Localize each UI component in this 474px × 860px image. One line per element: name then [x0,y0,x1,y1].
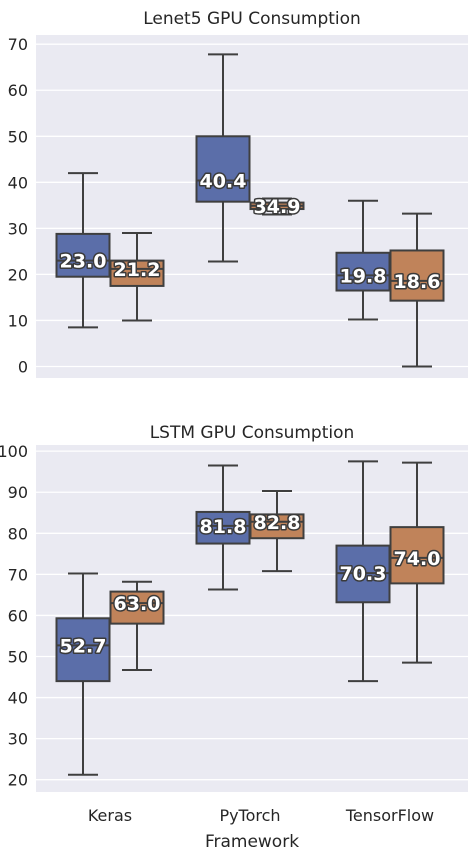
median-label: 21.2 [114,259,161,281]
box-tensorflow-orange: 74.0 [389,461,445,664]
median-label: 18.6 [394,271,441,293]
chart-title: Lenet5 GPU Consumption [143,9,361,29]
y-tick-label: 30 [8,730,28,749]
median-label: 52.7 [60,635,107,657]
box-body [389,249,445,302]
box-pytorch-orange: 34.9 [249,194,305,219]
box-keras-orange: 63.0 [109,580,165,672]
y-tick-label: 50 [8,127,28,146]
y-tick-label: 40 [8,689,28,708]
box-body [195,135,251,203]
box-tensorflow-blue: 70.3 [335,460,391,683]
y-tick-label: 70 [8,35,28,54]
box-keras-blue: 23.0 [55,172,111,329]
median-label: 63.0 [114,593,161,615]
box-keras-orange: 21.2 [109,231,165,322]
y-tick-label: 40 [8,173,28,192]
box-body [249,513,305,540]
box-pytorch-blue: 81.8 [195,464,251,591]
y-tick-label: 70 [8,565,28,584]
y-tick-label: 90 [8,483,28,502]
box-pytorch-orange: 82.8 [249,489,305,573]
median-label: 74.0 [394,548,441,570]
x-axis-label: Framework [205,832,299,852]
y-tick-label: 20 [8,265,28,284]
y-tick-label: 20 [8,771,28,790]
y-tick-label: 60 [8,81,28,100]
y-tick-label: 100 [0,442,28,461]
box-body [389,526,445,585]
box-body [55,617,111,683]
y-tick-label: 0 [18,357,28,376]
median-label: 40.4 [200,170,247,192]
y-tick-label: 60 [8,606,28,625]
median-label: 70.3 [340,563,387,585]
y-tick-label: 80 [8,524,28,543]
box-body [109,590,165,625]
y-tick-label: 30 [8,219,28,238]
box-keras-blue: 52.7 [55,572,111,776]
median-label: 81.8 [200,516,247,538]
chart-panel-1: 0 10 20 30 40 50 60 70 Lenet5 GPU Consumption 23.… [8,9,468,378]
box-pytorch-blue: 40.4 [195,53,251,263]
chart-panel-2: 20 30 40 50 60 70 80 90 100 LSTM GPU Consumption 5… [0,423,468,852]
y-tick-label: 50 [8,647,28,666]
box-body [335,251,391,292]
box-body [195,510,251,545]
median-label: 23.0 [60,251,107,273]
x-tick-label: Keras [88,806,132,825]
x-tick-label: PyTorch [219,806,280,825]
median-label: 82.8 [254,512,301,534]
y-tick-label: 10 [8,311,28,330]
box-body [109,259,165,287]
x-tick-label: TensorFlow [345,806,434,825]
box-body [55,232,111,278]
box-tensorflow-blue: 19.8 [335,199,391,321]
median-label: 19.8 [340,265,387,287]
chart-title: LSTM GPU Consumption [150,423,355,443]
median-label: 34.9 [254,196,301,218]
box-tensorflow-orange: 18.6 [389,212,445,368]
